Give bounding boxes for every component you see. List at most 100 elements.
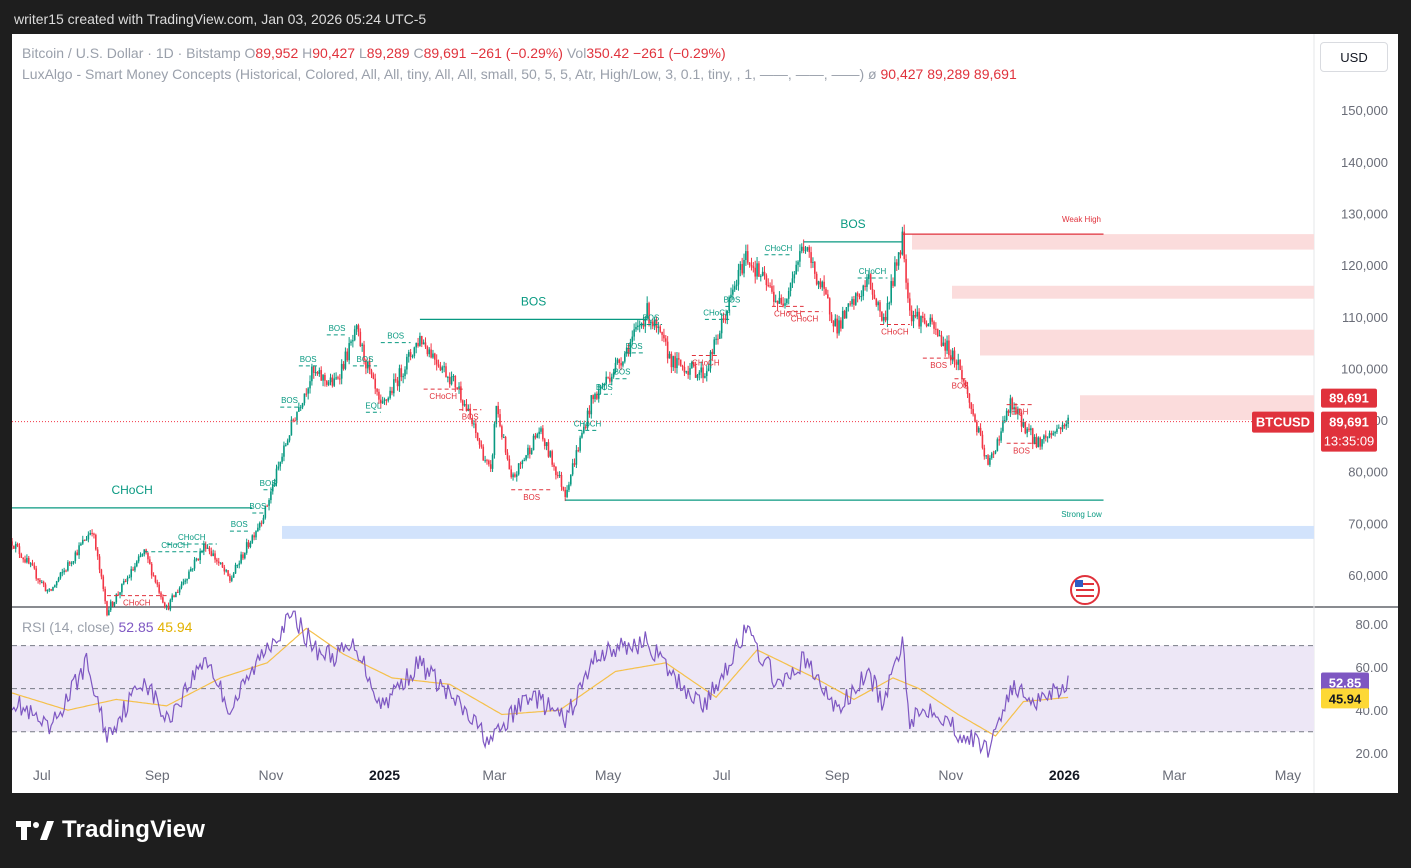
candle-body bbox=[199, 551, 201, 561]
candle-body bbox=[285, 444, 287, 446]
candle-body bbox=[994, 451, 997, 454]
candle-body bbox=[1020, 413, 1023, 427]
rsi-badge[interactable] bbox=[1321, 672, 1369, 693]
candle-body bbox=[812, 261, 814, 263]
candle-body bbox=[800, 246, 803, 252]
candle-body bbox=[70, 562, 73, 564]
candle-body bbox=[322, 375, 324, 381]
candle-body bbox=[301, 403, 304, 408]
candle-body bbox=[1059, 427, 1062, 430]
candle-body bbox=[773, 291, 775, 302]
candle-body bbox=[987, 455, 989, 465]
chart-canvas[interactable]: 60,00070,00080,00090,000100,000110,00012… bbox=[12, 34, 1398, 793]
candle-body bbox=[933, 321, 935, 329]
candle-body bbox=[936, 329, 939, 336]
countdown-label: 13:35:09 bbox=[1324, 434, 1375, 449]
rsi-tick-label: 60.00 bbox=[1355, 660, 1388, 675]
candle-body bbox=[48, 589, 51, 591]
candle-body bbox=[488, 460, 490, 465]
candle-body bbox=[681, 365, 684, 367]
candle-body bbox=[72, 561, 75, 563]
candle-body bbox=[210, 551, 213, 556]
candle-body bbox=[836, 318, 838, 334]
candle-body bbox=[258, 522, 261, 528]
structure-label: EQL bbox=[365, 401, 382, 410]
candle-body bbox=[178, 587, 181, 593]
candle-body bbox=[245, 542, 248, 553]
candle-body bbox=[121, 583, 123, 593]
candle-body bbox=[931, 317, 933, 322]
candle-body bbox=[854, 293, 857, 305]
candle-body bbox=[515, 474, 518, 477]
candle-body bbox=[378, 391, 380, 400]
currency-button[interactable]: USD bbox=[1320, 42, 1388, 72]
candle-body bbox=[866, 278, 868, 288]
candle-body bbox=[804, 250, 807, 252]
candle-body bbox=[253, 535, 255, 538]
rsi-title[interactable]: RSI (14, close) bbox=[22, 619, 115, 635]
structure-label: CHoCH bbox=[574, 419, 602, 428]
price-tick-label: 70,000 bbox=[1348, 516, 1388, 531]
candle-body bbox=[646, 303, 648, 319]
candle-body bbox=[868, 274, 870, 279]
candle-body bbox=[411, 356, 414, 358]
rsi-ma-badge[interactable] bbox=[1321, 688, 1369, 709]
candle-body bbox=[732, 289, 734, 295]
symbol-title[interactable]: Bitcoin / U.S. Dollar · 1D · Bitstamp bbox=[22, 45, 241, 61]
candle-body bbox=[264, 505, 267, 518]
candle-body bbox=[65, 570, 67, 572]
candle-body bbox=[1024, 421, 1027, 434]
candle-body bbox=[115, 594, 118, 603]
candle-body bbox=[111, 601, 114, 606]
candle-body bbox=[158, 584, 160, 593]
structure-label: CHoCH bbox=[881, 328, 909, 337]
tradingview-brand[interactable]: TradingView bbox=[16, 816, 205, 844]
last-price-badge[interactable] bbox=[1321, 388, 1377, 408]
candle-body bbox=[791, 278, 794, 283]
candle-body bbox=[465, 404, 468, 411]
structure-label: BOS bbox=[521, 294, 546, 308]
candle-body bbox=[704, 376, 706, 378]
candle-body bbox=[923, 318, 926, 324]
candle-body bbox=[1009, 398, 1012, 413]
structure-label: BOS bbox=[387, 332, 404, 341]
candle-body bbox=[255, 531, 257, 538]
candle-body bbox=[424, 342, 427, 347]
time-axis-label: Sep bbox=[825, 767, 850, 783]
candle-body bbox=[802, 246, 805, 251]
candle-body bbox=[774, 300, 777, 302]
candle-body bbox=[147, 552, 149, 560]
candle-body bbox=[953, 350, 956, 362]
candle-body bbox=[439, 366, 442, 371]
candle-body bbox=[558, 474, 561, 476]
indicator-title[interactable]: LuxAlgo - Smart Money Concepts (Historic… bbox=[22, 66, 865, 82]
time-axis-label: Jul bbox=[33, 767, 51, 783]
candle-body bbox=[165, 605, 168, 608]
high-value: 90,427 bbox=[312, 45, 356, 61]
candle-body bbox=[162, 597, 164, 603]
structure-label: BOS bbox=[249, 502, 266, 511]
ticker-badge[interactable] bbox=[1252, 411, 1314, 433]
candle-body bbox=[858, 295, 861, 297]
candle-body bbox=[894, 262, 896, 286]
candle-body bbox=[886, 303, 889, 321]
candle-body bbox=[1017, 409, 1019, 415]
structure-label: BOS bbox=[614, 368, 631, 377]
indicator-symbol: ø bbox=[868, 66, 877, 82]
candle-body bbox=[661, 331, 663, 335]
candle-body bbox=[603, 383, 606, 387]
candle-body bbox=[702, 367, 704, 378]
candle-body bbox=[536, 434, 539, 438]
candle-body bbox=[726, 310, 729, 321]
candle-body bbox=[607, 376, 609, 378]
rsi-legend: RSI (14, close) 52.85 45.94 bbox=[22, 619, 192, 635]
price-badge[interactable] bbox=[1321, 411, 1377, 452]
candle-body bbox=[16, 543, 19, 547]
candle-body bbox=[771, 286, 773, 292]
candle-body bbox=[180, 584, 183, 588]
candle-body bbox=[193, 559, 196, 569]
candle-body bbox=[542, 428, 544, 440]
candle-body bbox=[361, 344, 363, 346]
candle-body bbox=[705, 371, 708, 377]
candle-body bbox=[549, 451, 552, 457]
